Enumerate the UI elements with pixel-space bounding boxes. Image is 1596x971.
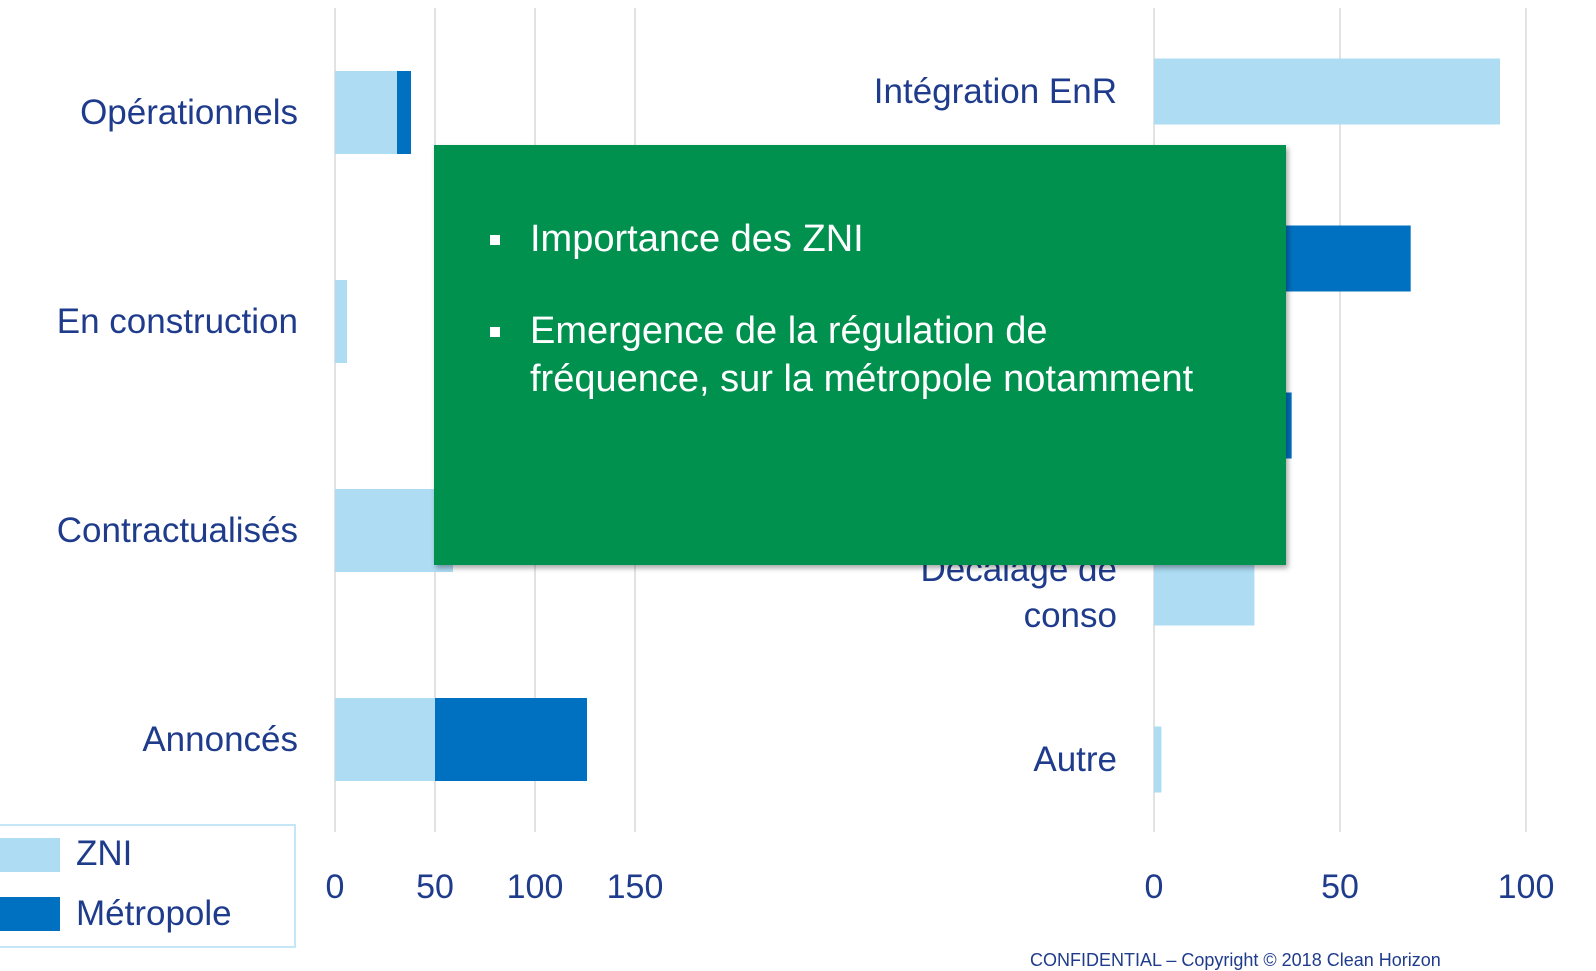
y-tick-label: En construction [56,301,298,341]
bar [335,698,435,781]
legend-swatch [0,838,60,872]
legend-swatch [0,897,60,931]
bar [335,280,347,363]
x-tick-label: 0 [325,868,345,906]
y-tick-label: Intégration EnR [873,71,1117,111]
y-tick-label: Opérationnels [80,92,298,132]
footer: CONFIDENTIAL – Copyright © 2018 Clean Ho… [1030,950,1441,970]
x-tick-label: 150 [606,868,664,906]
legend: ZNI Métropole [0,824,296,948]
legend-label: ZNI [76,834,133,873]
bar [435,698,587,781]
bar [335,71,397,154]
bullet: Importance des ZNI [490,215,1230,263]
bullet-list: Importance des ZNI Emergence de la régul… [490,215,1230,447]
x-tick-label: 50 [1321,868,1359,906]
bullet: Emergence de la régulation de fréquence,… [490,307,1230,403]
x-tick-label: 0 [1144,868,1164,906]
bar [397,71,411,154]
bar [1154,726,1162,793]
y-tick-label: Contractualisés [56,510,298,550]
x-tick-label: 50 [416,868,454,906]
legend-label: Métropole [76,894,232,933]
bar [335,489,453,572]
x-tick-label: 100 [506,868,564,906]
callout-box: Importance des ZNI Emergence de la régul… [434,145,1286,565]
bar [1154,559,1255,626]
y-tick-label: Autre [1033,739,1117,779]
bar [1154,58,1500,125]
x-tick-label: 100 [1497,868,1555,906]
y-tick-label: Annoncés [142,719,298,759]
